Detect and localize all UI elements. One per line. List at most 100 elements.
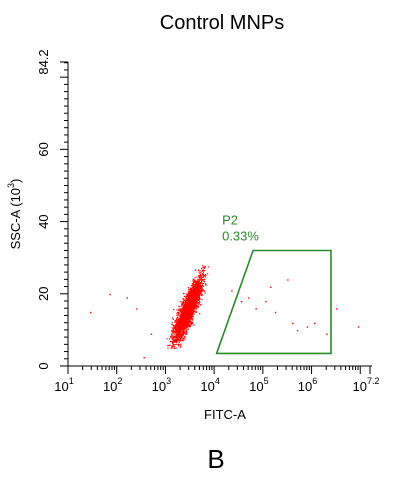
data-point: [192, 312, 194, 314]
data-point: [195, 300, 197, 303]
data-point: [181, 337, 183, 339]
data-point: [190, 292, 192, 294]
data-point: [198, 298, 201, 300]
data-point: [181, 307, 184, 309]
outlier-point: [265, 301, 267, 303]
data-point: [203, 267, 206, 269]
data-point: [176, 326, 178, 328]
data-point: [178, 309, 180, 311]
data-point: [200, 290, 202, 292]
data-point: [176, 341, 178, 343]
data-point: [201, 282, 203, 284]
data-point: [195, 299, 197, 301]
data-point: [183, 302, 185, 304]
data-point: [175, 332, 177, 334]
data-point: [180, 305, 182, 307]
data-point: [174, 320, 176, 322]
data-point: [202, 285, 204, 287]
data-point: [171, 317, 174, 319]
data-point: [185, 304, 187, 306]
data-point: [185, 298, 187, 300]
data-point: [198, 271, 200, 273]
data-point: [194, 295, 196, 297]
data-point: [186, 333, 188, 335]
data-point: [179, 315, 181, 317]
data-point: [174, 324, 176, 326]
data-point: [188, 300, 190, 302]
data-point: [190, 312, 192, 315]
data-point: [180, 325, 182, 327]
data-point: [187, 328, 189, 330]
data-point: [178, 333, 181, 335]
data-point: [188, 291, 190, 293]
data-point: [191, 284, 193, 287]
data-point: [189, 302, 191, 304]
data-point: [182, 310, 184, 312]
data-point: [201, 270, 203, 272]
data-point: [192, 292, 194, 294]
data-point: [193, 299, 195, 301]
data-point: [192, 307, 195, 309]
data-point: [198, 283, 200, 285]
data-point: [169, 344, 171, 346]
data-point: [176, 309, 178, 311]
data-point: [170, 347, 172, 349]
data-point: [189, 323, 191, 325]
data-point: [181, 315, 183, 317]
data-point: [178, 322, 181, 324]
data-point: [190, 307, 192, 309]
data-point: [177, 314, 179, 316]
data-point: [202, 284, 204, 286]
data-point: [176, 336, 178, 339]
data-point: [182, 318, 184, 320]
data-point: [180, 343, 182, 345]
data-point: [176, 319, 178, 321]
data-point: [185, 316, 187, 318]
data-point: [179, 338, 181, 340]
data-point: [193, 281, 195, 283]
data-point: [190, 308, 192, 310]
data-point: [189, 302, 192, 305]
data-point: [187, 293, 189, 295]
data-point: [201, 299, 203, 301]
data-point: [180, 334, 182, 336]
x-tick-exponent: 5: [264, 376, 269, 386]
data-point: [202, 272, 205, 274]
data-point: [183, 304, 185, 306]
data-point: [190, 291, 192, 293]
data-point: [194, 284, 197, 286]
data-point: [187, 287, 189, 289]
data-point: [180, 336, 183, 339]
data-point: [204, 292, 206, 294]
x-tick-label: 104: [200, 376, 219, 394]
data-point: [181, 304, 183, 306]
data-point: [187, 295, 189, 297]
data-point: [191, 318, 193, 320]
data-point: [171, 335, 173, 337]
data-point: [200, 289, 202, 291]
data-point: [195, 284, 197, 287]
data-point: [188, 289, 190, 291]
data-point: [201, 279, 203, 282]
data-point: [202, 273, 204, 275]
data-point: [190, 319, 192, 321]
data-point: [172, 338, 174, 340]
data-point: [176, 312, 178, 314]
data-point: [187, 324, 189, 326]
data-point: [181, 330, 183, 332]
data-point: [197, 297, 199, 299]
data-point: [191, 322, 193, 324]
data-point: [193, 287, 195, 290]
data-point: [186, 314, 189, 316]
data-point: [180, 331, 182, 333]
data-point: [198, 290, 200, 292]
data-point: [181, 325, 184, 327]
outlier-point: [335, 308, 338, 310]
data-point: [189, 305, 191, 307]
data-point: [189, 294, 191, 296]
data-point: [195, 269, 197, 271]
data-point: [186, 303, 188, 305]
data-point: [174, 336, 176, 338]
data-point: [175, 347, 177, 349]
data-point: [199, 279, 201, 281]
